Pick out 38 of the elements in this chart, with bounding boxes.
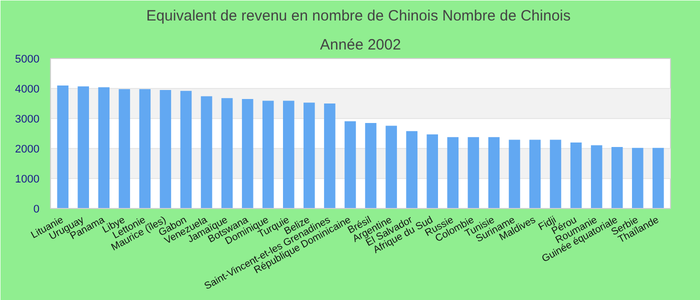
- bar: [550, 140, 562, 208]
- y-tick-label: 5000: [15, 54, 40, 66]
- bar: [78, 86, 89, 208]
- bar: [344, 121, 356, 208]
- bar: [139, 89, 151, 208]
- bar: [221, 98, 233, 208]
- bar: [242, 99, 254, 208]
- bar: [304, 102, 315, 208]
- y-tick-label: 3000: [15, 114, 40, 126]
- y-tick-label: 2000: [15, 144, 40, 156]
- bar: [283, 100, 294, 208]
- bar: [570, 142, 582, 208]
- bar: [98, 87, 110, 208]
- bar: [447, 137, 459, 208]
- bar: [632, 148, 644, 208]
- bar: [365, 123, 376, 208]
- y-tick-label: 4000: [15, 84, 40, 96]
- bar: [468, 137, 480, 208]
- bar: [386, 126, 397, 208]
- y-tick-label: 1000: [15, 174, 40, 186]
- bar: [180, 90, 192, 208]
- y-tick-label: 0: [33, 204, 40, 216]
- bar: [324, 104, 336, 208]
- bar: [488, 137, 500, 208]
- bar: [426, 134, 438, 208]
- bar: [652, 148, 664, 208]
- bar: [57, 86, 68, 208]
- chart-subtitle: Année 2002: [320, 36, 401, 54]
- bar: [200, 96, 212, 208]
- bar: [262, 100, 274, 208]
- chart-title: Equivalent de revenu en nombre de Chinois Nombre de Chinois: [146, 8, 571, 24]
- bar: [406, 131, 418, 208]
- bar: [118, 89, 130, 208]
- bar: [611, 147, 623, 208]
- bar: [508, 140, 520, 208]
- bar: [529, 140, 541, 208]
- bar: [590, 145, 602, 208]
- bar: [160, 90, 172, 208]
